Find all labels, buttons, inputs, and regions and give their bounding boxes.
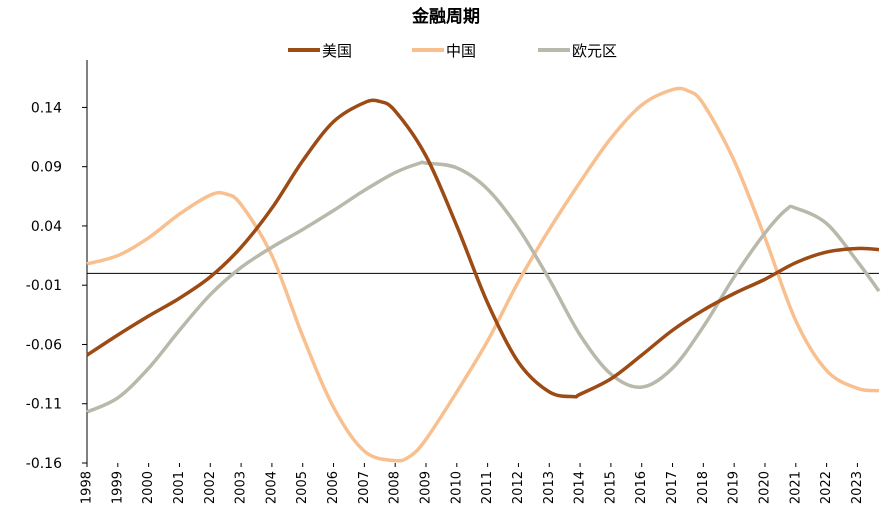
x-tick-label: 2007: [357, 471, 372, 504]
x-tick-label: 2003: [234, 471, 249, 504]
y-tick-label: -0.06: [26, 337, 62, 353]
legend: 美国 中国 欧元区: [288, 42, 617, 60]
x-tick-label: 2011: [480, 471, 495, 504]
x-tick-label: 2000: [141, 471, 156, 504]
axes: 0.14 0.09 0.04 -0.01 -0.06 -0.11 -0.16 1998 1999…: [26, 60, 879, 504]
y-tick-label: 0.09: [31, 160, 62, 176]
x-tick-label: 2001: [172, 471, 187, 504]
legend-label-0: 美国: [322, 42, 352, 60]
chart-title: 金融周期: [411, 6, 480, 27]
series-group: [86, 86, 881, 463]
series-line-2: [86, 160, 881, 414]
x-tick-label: 2009: [418, 471, 433, 504]
y-tick-label: 0.04: [31, 219, 62, 235]
x-tick-label: 1999: [110, 471, 125, 504]
x-tick-label: 2005: [295, 471, 310, 504]
x-tick-label: 2020: [757, 471, 772, 504]
x-tick-label: 2012: [511, 471, 526, 504]
x-tick-label: 2022: [819, 471, 834, 504]
x-tick-label: 2008: [388, 471, 403, 504]
y-tick-label: 0.14: [31, 100, 62, 116]
x-tick-label: 2019: [727, 471, 742, 504]
x-tick-label: 2013: [542, 471, 557, 504]
x-tick-label: 2004: [264, 471, 279, 504]
legend-label-1: 中国: [446, 42, 476, 60]
x-tick-label: 2018: [696, 471, 711, 504]
y-tick-label: -0.16: [26, 456, 62, 472]
x-tick-label: 2016: [634, 471, 649, 504]
y-tick-label: -0.11: [26, 397, 62, 413]
x-tick-label: 2010: [449, 471, 464, 504]
x-tick-label: 2006: [326, 471, 341, 504]
series-line-1: [86, 86, 880, 463]
legend-label-2: 欧元区: [572, 42, 617, 60]
x-tick-label: 2017: [665, 471, 680, 504]
x-tick-label: 1998: [80, 471, 95, 504]
series-line-0: [86, 98, 880, 399]
x-tick-label: 2015: [603, 471, 618, 504]
x-tick-label: 2002: [203, 471, 218, 504]
x-tick-label: 2014: [573, 471, 588, 504]
y-tick-label: -0.01: [26, 278, 62, 294]
x-tick-label: 2021: [788, 471, 803, 504]
x-tick-label: 2023: [850, 471, 865, 504]
